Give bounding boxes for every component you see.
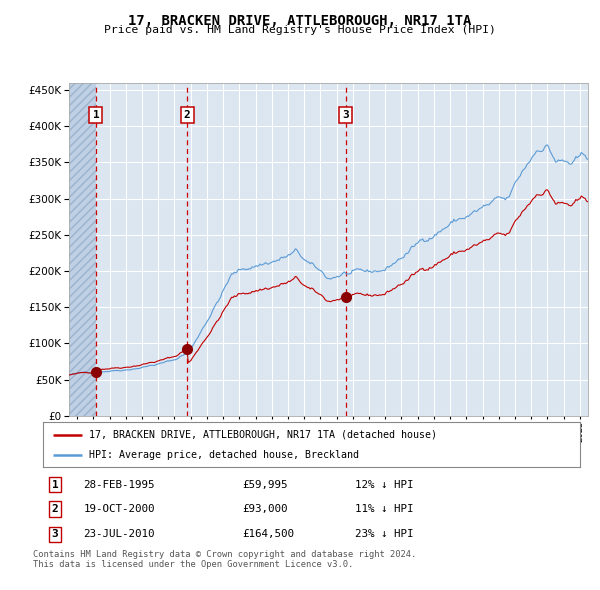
Text: 23% ↓ HPI: 23% ↓ HPI [355,529,413,539]
Text: £93,000: £93,000 [242,504,287,514]
Text: 2: 2 [52,504,58,514]
Text: £164,500: £164,500 [242,529,294,539]
Text: 19-OCT-2000: 19-OCT-2000 [83,504,155,514]
Text: 17, BRACKEN DRIVE, ATTLEBOROUGH, NR17 1TA: 17, BRACKEN DRIVE, ATTLEBOROUGH, NR17 1T… [128,14,472,28]
Text: 11% ↓ HPI: 11% ↓ HPI [355,504,413,514]
Text: £59,995: £59,995 [242,480,287,490]
Text: 1: 1 [52,480,58,490]
Text: Contains HM Land Registry data © Crown copyright and database right 2024.
This d: Contains HM Land Registry data © Crown c… [33,550,416,569]
Text: 3: 3 [52,529,58,539]
Text: 23-JUL-2010: 23-JUL-2010 [83,529,155,539]
Text: 2: 2 [184,110,191,120]
Text: 3: 3 [342,110,349,120]
Text: 12% ↓ HPI: 12% ↓ HPI [355,480,413,490]
Text: 17, BRACKEN DRIVE, ATTLEBOROUGH, NR17 1TA (detached house): 17, BRACKEN DRIVE, ATTLEBOROUGH, NR17 1T… [89,430,437,440]
Text: Price paid vs. HM Land Registry's House Price Index (HPI): Price paid vs. HM Land Registry's House … [104,25,496,35]
Text: 28-FEB-1995: 28-FEB-1995 [83,480,155,490]
Bar [69,83,96,416]
Text: HPI: Average price, detached house, Breckland: HPI: Average price, detached house, Brec… [89,450,359,460]
Text: 1: 1 [92,110,99,120]
